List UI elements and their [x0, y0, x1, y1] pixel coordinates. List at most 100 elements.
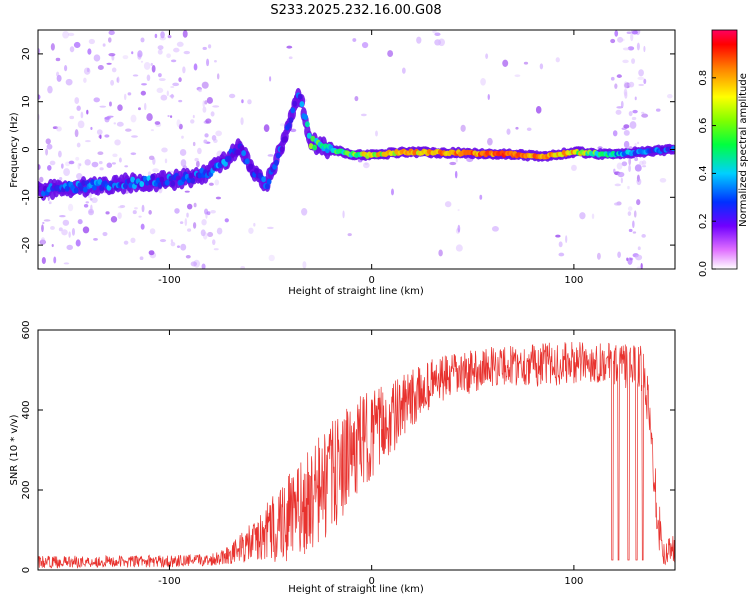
spectrogram-ytick-label: 20 — [21, 48, 32, 61]
speckle-blob — [631, 116, 637, 121]
speckle-blob — [364, 162, 368, 166]
speckle-blob — [169, 115, 173, 118]
speckle-blob — [640, 262, 643, 269]
speckle-blob — [89, 197, 93, 201]
ridge-core-blob — [199, 167, 205, 174]
speckle-blob — [636, 141, 640, 145]
speckle-blob — [626, 31, 632, 34]
speckle-blob — [240, 265, 245, 269]
ridge-core-blob — [73, 187, 79, 194]
ridge-core-blob — [39, 185, 45, 192]
speckle-blob — [616, 162, 623, 170]
speckle-blob — [154, 121, 161, 125]
speckle-blob — [631, 58, 636, 64]
ridge-core-blob — [304, 121, 310, 128]
speckle-blob — [66, 244, 74, 250]
ridge-core-blob — [170, 180, 176, 187]
speckle-blob — [617, 36, 624, 43]
speckle-blob — [41, 256, 46, 265]
speckle-blob — [178, 123, 183, 130]
ridge-core-blob — [261, 176, 267, 183]
speckle-blob — [269, 76, 272, 82]
speckle-blob — [634, 157, 639, 162]
speckle-blob — [106, 62, 112, 65]
speckle-blob — [615, 109, 622, 115]
speckle-blob — [216, 227, 223, 235]
speckle-blob — [211, 134, 217, 141]
speckle-blob — [140, 223, 145, 230]
speckle-blob — [623, 140, 630, 149]
speckle-blob — [110, 215, 118, 223]
speckle-blob — [180, 243, 187, 251]
speckle-blob — [79, 163, 82, 167]
speckle-blob — [182, 30, 188, 38]
speckle-blob — [84, 159, 91, 166]
speckle-blob — [151, 65, 156, 73]
speckle-blob — [48, 201, 52, 205]
speckle-blob — [212, 105, 220, 108]
ridge-core-blob — [164, 179, 170, 186]
spectrogram-ridge — [38, 88, 675, 201]
speckle-blob — [76, 173, 83, 180]
speckle-blob — [502, 59, 509, 67]
ridge-core-blob — [190, 177, 196, 184]
speckle-blob — [65, 78, 73, 86]
speckle-blob — [179, 149, 187, 156]
speckle-blob — [97, 65, 104, 70]
colorbar-tick-label: 0.8 — [698, 70, 709, 86]
speckle-blob — [164, 158, 168, 164]
speckle-blob — [167, 115, 170, 118]
colorbar-gradient — [711, 29, 738, 270]
speckle-blob — [636, 266, 642, 269]
speckle-blob — [82, 226, 90, 234]
ridge-core-blob — [248, 163, 254, 170]
speckle-blob — [204, 133, 209, 138]
speckle-blob — [636, 178, 642, 186]
speckle-blob — [161, 147, 168, 153]
speckle-blob — [152, 157, 156, 165]
speckle-blob — [634, 96, 637, 101]
snr-ytick-label: 200 — [21, 480, 32, 499]
speckle-blob — [253, 222, 256, 227]
colorbar: 0.0 0.2 0.4 0.6 0.8 Normalized spectral ampl… — [698, 29, 749, 277]
speckle-blob — [288, 56, 293, 60]
speckle-blob — [112, 153, 118, 158]
speckle-blob — [109, 101, 112, 107]
spectrogram-image — [38, 30, 675, 269]
speckle-blob — [88, 208, 95, 216]
speckle-blob — [571, 164, 577, 172]
speckle-blob — [449, 161, 457, 166]
speckle-blob — [144, 102, 147, 111]
speckle-blob — [623, 129, 630, 136]
speckle-blob — [193, 202, 197, 208]
snr-panel: -100 0 100 0 200 400 600 Height of straight li… — [9, 320, 676, 595]
speckle-blob — [146, 113, 153, 122]
speckle-blob — [123, 93, 127, 101]
speckle-blob — [228, 93, 236, 99]
ridge-core-blob — [223, 160, 228, 167]
speckle-blob — [173, 47, 180, 53]
ridge-core-blob — [64, 185, 70, 192]
ridge-core-blob — [308, 143, 314, 150]
speckle-blob — [186, 203, 193, 210]
speckle-blob — [387, 50, 394, 57]
speckle-blob — [77, 219, 83, 225]
speckle-blob — [47, 165, 52, 171]
speckle-blob — [143, 61, 151, 70]
speckle-blob — [479, 194, 483, 200]
speckle-blob — [432, 30, 437, 34]
speckle-blob — [140, 60, 144, 63]
speckle-blob — [579, 212, 586, 220]
spectrogram-ylabel: Frequency (Hz) — [9, 112, 20, 188]
speckle-blob — [643, 45, 646, 53]
speckle-blob — [635, 254, 643, 261]
speckle-blob — [166, 53, 171, 59]
speckle-blob — [205, 118, 212, 124]
speckle-blob — [215, 196, 222, 200]
speckle-blob — [216, 73, 220, 80]
speckle-blob — [247, 99, 252, 105]
speckle-blob — [194, 157, 199, 162]
speckle-blob — [631, 30, 639, 35]
speckle-blob — [169, 94, 175, 98]
speckle-blob — [555, 57, 560, 63]
